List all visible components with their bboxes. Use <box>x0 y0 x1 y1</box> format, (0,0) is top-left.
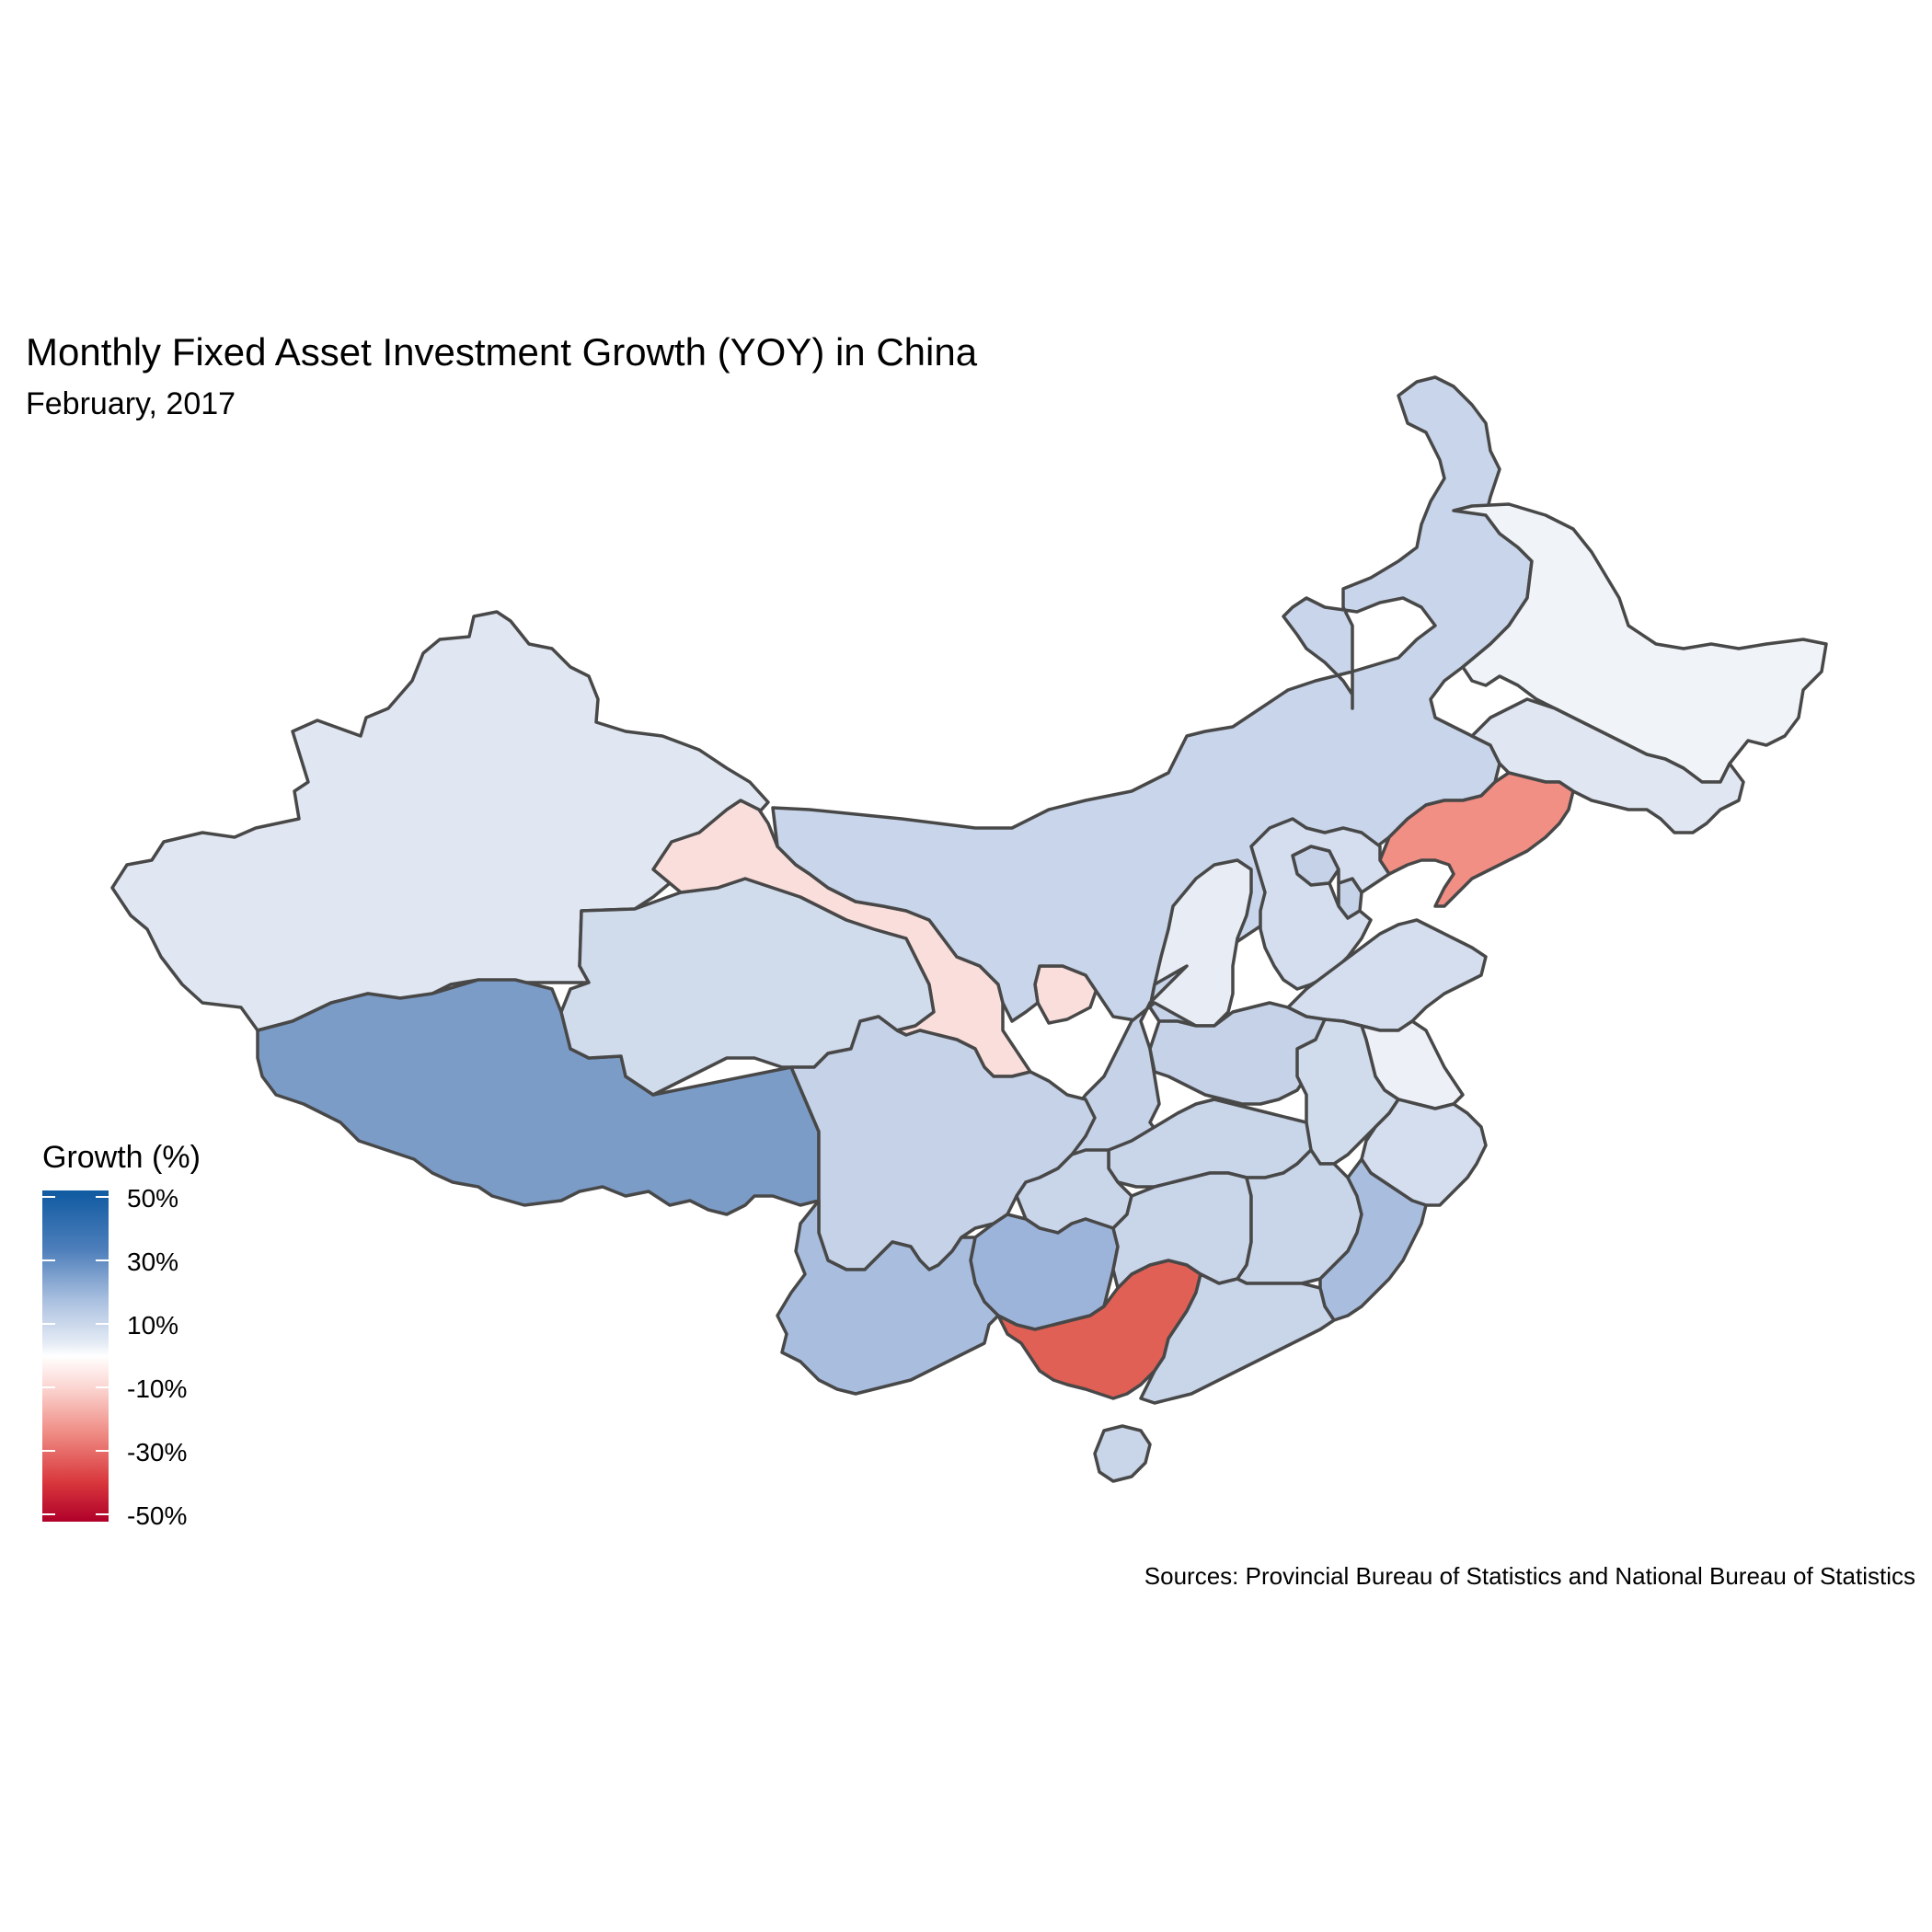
source-caption: Sources: Provincial Bureau of Statistics… <box>1144 1562 1915 1590</box>
legend-tick-left-neg30 <box>42 1450 55 1452</box>
legend-color-bar <box>42 1190 109 1522</box>
region-hebei[interactable] <box>1249 817 1391 991</box>
region-guangdong[interactable] <box>1139 1272 1336 1405</box>
region-liaoning[interactable] <box>1378 771 1575 908</box>
region-yunnan[interactable] <box>776 1199 1000 1396</box>
legend-tick-left-30 <box>42 1259 55 1261</box>
legend-tick-right-neg50 <box>96 1513 109 1515</box>
region-tibet[interactable] <box>256 978 821 1216</box>
region-fujian[interactable] <box>1318 1157 1428 1322</box>
region-hainan[interactable] <box>1093 1424 1152 1483</box>
legend-tick-right-50 <box>96 1196 109 1198</box>
legend-title: Growth (%) <box>42 1140 201 1175</box>
legend-tick-left-10 <box>42 1323 55 1325</box>
legend-tick-right-neg30 <box>96 1450 109 1452</box>
map-subtitle: February, 2017 <box>26 386 236 421</box>
legend-label-30: 30% <box>127 1248 179 1276</box>
legend-tick-left-neg50 <box>42 1513 55 1515</box>
legend-label-neg10: -10% <box>127 1374 188 1403</box>
legend-label-50: 50% <box>127 1184 179 1213</box>
map-title: Monthly Fixed Asset Investment Growth (Y… <box>26 330 978 374</box>
legend-tick-left-neg10 <box>42 1386 55 1388</box>
legend-label-neg30: -30% <box>127 1438 188 1466</box>
legend-tick-right-neg10 <box>96 1386 109 1388</box>
legend-label-neg50: -50% <box>127 1501 188 1530</box>
legend-tick-right-10 <box>96 1323 109 1325</box>
legend-label-10: 10% <box>127 1311 179 1340</box>
legend-tick-right-30 <box>96 1259 109 1261</box>
legend-tick-left-50 <box>42 1196 55 1198</box>
